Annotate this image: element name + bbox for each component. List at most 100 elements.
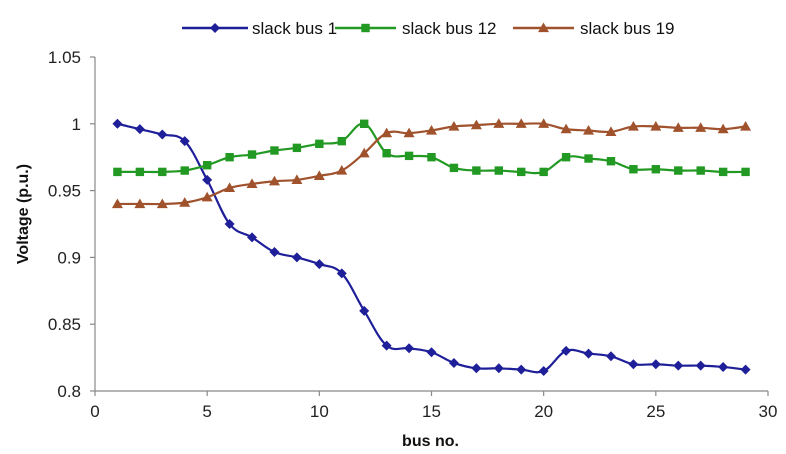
- data-point: [741, 167, 750, 177]
- y-ticks: 0.8 0.85 0.9 0.95 1 1.05: [48, 48, 95, 401]
- data-point: [224, 182, 236, 193]
- data-point: [740, 120, 752, 131]
- x-axis-title: bus no.: [402, 433, 459, 450]
- data-point: [315, 139, 324, 149]
- data-point: [381, 340, 392, 351]
- data-point: [336, 268, 347, 279]
- data-point: [270, 146, 279, 155]
- data-point: [381, 127, 393, 138]
- data-point: [382, 148, 391, 158]
- data-point: [404, 151, 414, 161]
- data-point: [470, 119, 482, 130]
- data-point: [718, 361, 729, 372]
- legend-label: slack bus 1: [252, 19, 337, 38]
- data-point: [179, 197, 191, 207]
- data-point: [156, 198, 168, 209]
- x-tick-label: 20: [534, 402, 553, 421]
- data-point: [471, 363, 482, 374]
- data-point: [291, 252, 302, 263]
- data-point: [449, 163, 459, 173]
- data-point: [448, 120, 460, 131]
- data-point: [651, 165, 661, 174]
- data-point: [560, 123, 572, 134]
- data-point: [583, 124, 595, 135]
- data-point: [674, 166, 683, 175]
- data-point: [493, 363, 504, 374]
- data-point: [493, 118, 505, 128]
- legend-marker: [538, 22, 549, 33]
- x-tick-label: 15: [422, 402, 441, 421]
- data-point: [111, 198, 123, 209]
- data-point: [201, 191, 213, 202]
- data-point: [247, 150, 257, 159]
- y-tick-label: 1.05: [48, 48, 81, 67]
- legend-item: slack bus 12: [335, 19, 497, 38]
- data-point: [404, 343, 415, 354]
- data-point: [225, 153, 234, 162]
- legend-marker: [210, 23, 220, 33]
- data-point: [113, 167, 122, 177]
- data-point: [202, 174, 213, 185]
- data-point: [224, 219, 235, 229]
- data-point: [268, 175, 280, 186]
- data-point: [426, 124, 437, 135]
- series-slack-bus-1: [112, 118, 751, 376]
- data-point: [494, 166, 503, 175]
- legend-marker: [361, 23, 370, 33]
- data-point: [448, 357, 459, 368]
- data-point: [740, 364, 751, 375]
- data-point: [673, 360, 684, 371]
- data-point: [627, 120, 639, 131]
- data-point: [336, 165, 348, 175]
- x-tick-label: 10: [310, 402, 329, 421]
- data-point: [628, 359, 639, 370]
- data-point: [606, 157, 616, 166]
- data-point: [292, 143, 302, 153]
- data-point: [605, 351, 616, 362]
- data-point: [696, 166, 705, 175]
- data-point: [650, 120, 662, 131]
- data-point: [561, 345, 572, 356]
- series-slack-bus-12: [113, 119, 750, 177]
- data-point: [516, 364, 527, 375]
- x-tick-label: 30: [759, 402, 778, 421]
- data-point: [695, 122, 707, 132]
- x-ticks: 0 5 10 15 20 25 30: [90, 391, 777, 421]
- data-point: [561, 153, 571, 162]
- data-point: [337, 136, 346, 146]
- legend-item: slack bus 1: [182, 19, 337, 38]
- data-point: [717, 123, 729, 134]
- data-point: [314, 259, 325, 270]
- data-point: [134, 124, 145, 135]
- data-point: [135, 167, 145, 177]
- data-point: [269, 247, 280, 258]
- data-point: [650, 359, 661, 370]
- data-point: [583, 348, 594, 359]
- data-point: [539, 167, 548, 177]
- y-tick-label: 0.8: [57, 382, 81, 401]
- legend-item: slack bus 19: [513, 19, 675, 38]
- data-point: [358, 147, 370, 158]
- legend-label: slack bus 12: [402, 19, 497, 38]
- data-point: [584, 154, 593, 163]
- y-tick-label: 0.85: [48, 315, 81, 334]
- data-point: [718, 167, 728, 177]
- data-point: [695, 360, 706, 371]
- x-tick-label: 25: [646, 402, 665, 421]
- x-tick-label: 5: [202, 402, 211, 421]
- data-point: [629, 165, 638, 174]
- data-point: [538, 118, 550, 128]
- x-tick-label: 0: [90, 402, 99, 421]
- data-point: [427, 153, 436, 162]
- data-point: [359, 305, 370, 316]
- axes: 0 5 10 15 20 25 30 0.8 0.85 0.9 0.95 1 1.05 bus no.…: [15, 48, 777, 450]
- data-point: [134, 198, 146, 209]
- data-point: [247, 232, 258, 243]
- series-slack-bus-19: [111, 118, 752, 209]
- data-point: [246, 178, 258, 189]
- legend: slack bus 1 slack bus 12 slack bus 19: [182, 19, 675, 38]
- data-point: [179, 136, 190, 147]
- data-point: [202, 161, 212, 170]
